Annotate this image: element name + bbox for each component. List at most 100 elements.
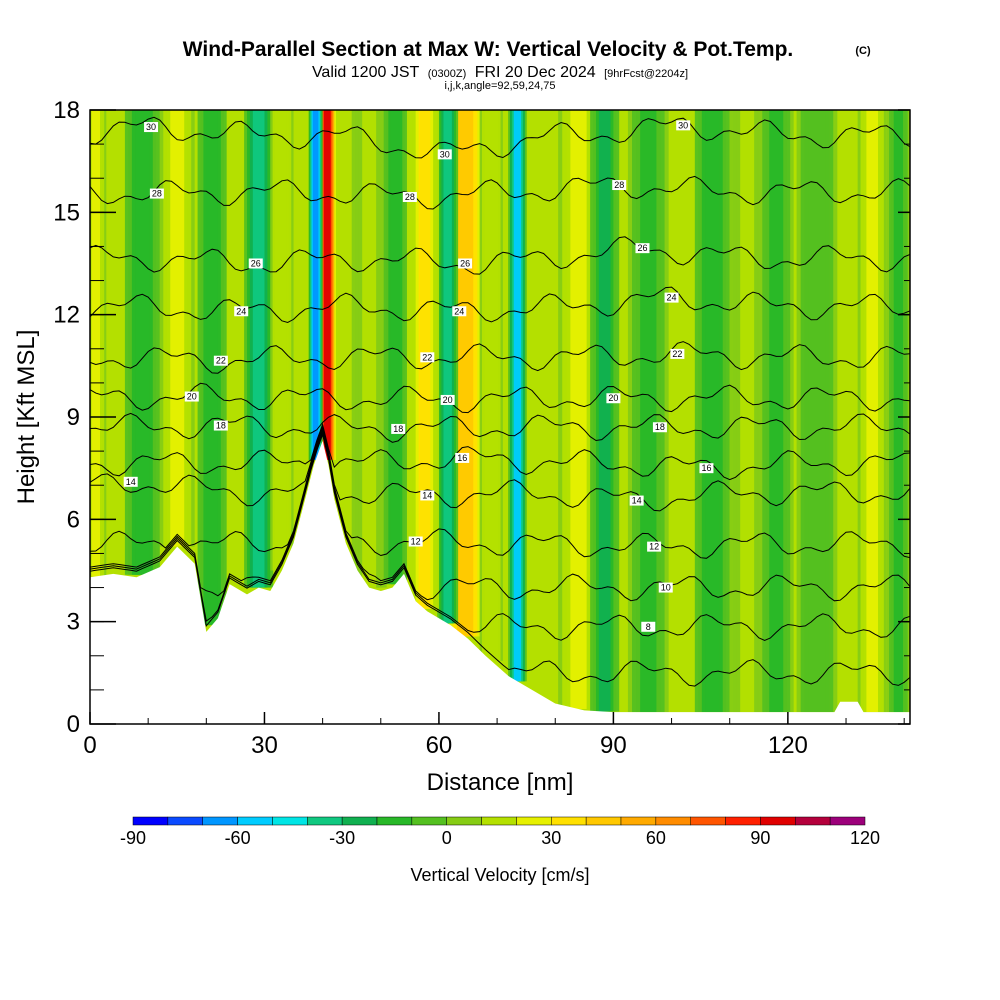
theta-contour-label: 28 xyxy=(149,188,164,199)
theta-contour-line xyxy=(90,236,910,275)
x-tick-label: 120 xyxy=(768,732,808,759)
contour-label-text: 14 xyxy=(126,477,136,487)
chart-subtitle: Valid 1200 JST (0300Z) FRI 20 Dec 2024 [… xyxy=(312,64,688,81)
theta-contour-label: 28 xyxy=(402,191,417,202)
theta-contour-label: 10 xyxy=(658,582,673,593)
theta-contour-label: 18 xyxy=(391,423,406,434)
contour-label-text: 28 xyxy=(152,189,162,199)
colorbar-cell xyxy=(307,816,343,826)
colorbar-cell xyxy=(655,816,691,826)
contour-label-bg xyxy=(144,122,159,133)
velocity-band-strip xyxy=(135,110,150,575)
theta-contour-line xyxy=(90,382,910,414)
contour-label-text: 26 xyxy=(251,259,261,269)
theta-contour-label: 22 xyxy=(213,355,228,366)
theta-contour-label: 20 xyxy=(606,393,621,404)
contour-label-text: 22 xyxy=(422,352,432,362)
contour-label-text: 14 xyxy=(422,490,432,500)
contour-label-text: 12 xyxy=(649,542,659,552)
y-tick-label: 18 xyxy=(53,97,80,124)
contour-label-bg xyxy=(420,490,435,501)
contour-label-bg xyxy=(391,423,406,434)
theta-contour-label: 26 xyxy=(248,258,263,269)
section-params: i,j,k,angle=92,59,24,75 xyxy=(444,80,555,92)
contour-label-bg xyxy=(184,391,199,402)
velocity-band-strip xyxy=(443,110,452,624)
colorbar-cell xyxy=(272,816,308,826)
contour-label-text: 30 xyxy=(440,149,450,159)
valid-date: FRI 20 Dec 2024 xyxy=(475,64,596,81)
contour-label-text: 26 xyxy=(460,259,470,269)
y-tick-label: 9 xyxy=(67,404,80,431)
chart-title: Wind-Parallel Section at Max W: Vertical… xyxy=(183,38,794,61)
theta-contour-label: 22 xyxy=(420,352,435,363)
contour-label-bg xyxy=(670,348,685,359)
velocity-band xyxy=(886,110,910,713)
contour-label-bg xyxy=(458,258,473,269)
theta-contour-label: 30 xyxy=(437,149,452,160)
theta-contour-line xyxy=(90,426,910,559)
velocity-band-strip xyxy=(598,110,611,712)
contour-label-text: 28 xyxy=(614,180,624,190)
contour-label-bg xyxy=(248,258,263,269)
contour-label-bg xyxy=(699,463,714,474)
theta-contour-label: 12 xyxy=(408,536,423,547)
contour-label-bg xyxy=(420,352,435,363)
contour-label-bg xyxy=(658,582,673,593)
theta-contour-line xyxy=(90,432,910,687)
contour-label-text: 14 xyxy=(632,496,642,506)
theta-contour-line xyxy=(90,175,910,210)
velocity-band xyxy=(758,110,794,713)
y-tick-label: 12 xyxy=(53,302,80,329)
valid-utc: (0300Z) xyxy=(428,68,467,80)
velocity-band xyxy=(479,110,503,661)
colorbar: -90 -60 -30 0 30 60 90 120 Vertical Velocity [c… xyxy=(120,816,880,885)
theta-contour-label: 26 xyxy=(635,243,650,254)
colorbar-title: Vertical Velocity [cm/s] xyxy=(410,865,589,885)
theta-contour-label: 14 xyxy=(629,495,644,506)
theta-contour-line xyxy=(90,116,910,159)
velocity-band-strip xyxy=(390,110,400,585)
colorbar-cell xyxy=(167,816,203,826)
theta-contour-label: 30 xyxy=(144,122,159,133)
colorbar-cell xyxy=(411,816,447,826)
y-tick-label: 0 xyxy=(67,711,80,738)
velocity-band-strip xyxy=(705,110,720,713)
contour-label-text: 20 xyxy=(608,393,618,403)
colorbar-tick-label: -60 xyxy=(225,828,251,848)
velocity-band xyxy=(124,110,160,575)
contour-label-text: 24 xyxy=(454,306,464,316)
contour-label-text: 30 xyxy=(146,122,156,132)
theta-contour-line xyxy=(90,341,910,374)
contour-label-text: 16 xyxy=(457,453,467,463)
colorbar-cell xyxy=(516,816,552,826)
colorbar-tick-label: 90 xyxy=(750,828,770,848)
colorbar-cell xyxy=(481,816,517,826)
velocity-band xyxy=(270,110,294,571)
colorbar-cell xyxy=(585,816,622,826)
velocity-band-strip xyxy=(323,110,331,460)
theta-contour-line xyxy=(90,422,910,481)
colorbar-cell xyxy=(620,816,657,826)
contour-label-text: 28 xyxy=(405,192,415,202)
colorbar-cell xyxy=(725,816,761,826)
contour-label-bg xyxy=(213,355,228,366)
contour-label-bg xyxy=(408,536,423,547)
theta-contour-label: 14 xyxy=(420,490,435,501)
x-tick-label: 0 xyxy=(83,732,96,759)
copyright-mark: (C) xyxy=(855,45,871,57)
theta-contour-label: 8 xyxy=(641,621,656,632)
contour-label-bg xyxy=(647,541,662,552)
contour-label-text: 24 xyxy=(667,293,677,303)
contour-label-text: 16 xyxy=(701,463,711,473)
colorbar-tick-label: -30 xyxy=(329,828,355,848)
contour-label-text: 20 xyxy=(443,395,453,405)
velocity-band xyxy=(590,110,620,712)
velocity-band-strip xyxy=(206,110,218,626)
plot-area: 8 10 12 12 14 14 14 16 16 18 18 18 20 20 20 22 22 22 24 24 2… xyxy=(90,110,910,724)
colorbar-tick-label: -90 xyxy=(120,828,146,848)
contour-label-text: 24 xyxy=(236,306,246,316)
contour-label-bg xyxy=(437,149,452,160)
theta-contour-label: 12 xyxy=(647,541,662,552)
